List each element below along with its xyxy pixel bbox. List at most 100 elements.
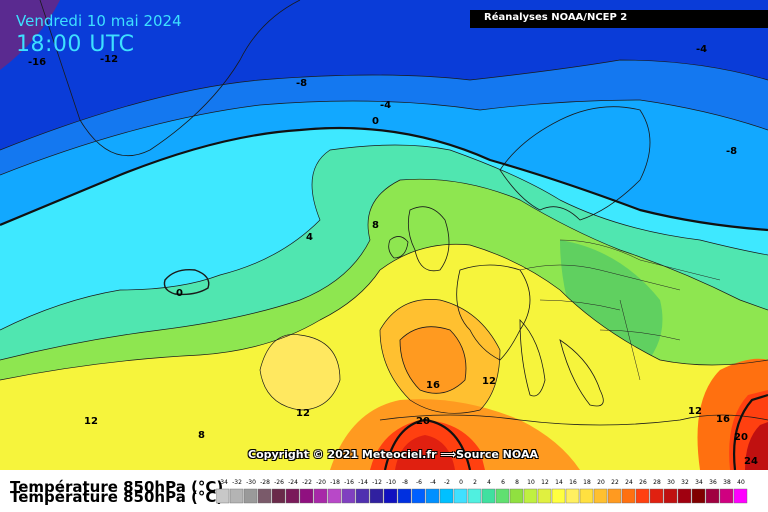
legend-swatch bbox=[551, 488, 566, 504]
legend-tick-label: -28 bbox=[260, 479, 270, 486]
contour-label: 20 bbox=[416, 416, 430, 427]
legend-tick-label: -4 bbox=[430, 479, 436, 486]
country-borders bbox=[519, 239, 721, 381]
legend-tick-label: -34 bbox=[218, 479, 228, 486]
legend-swatch bbox=[439, 488, 454, 504]
legend-tick-label: -26 bbox=[274, 479, 284, 486]
temperature-map: -16 -12 -8 -4 -4 -8 0 0 4 8 12 12 12 8 1… bbox=[0, 0, 768, 470]
iceland-coast bbox=[163, 269, 210, 296]
isotherm-four bbox=[0, 144, 768, 331]
legend-swatch bbox=[607, 488, 622, 504]
legend-swatch bbox=[621, 488, 636, 504]
legend-tick-label: 14 bbox=[555, 479, 563, 486]
copyright-notice: Copyright © 2021 Meteociel.fr ⟹Source NO… bbox=[248, 448, 538, 461]
contour-label: -4 bbox=[696, 44, 707, 55]
legend-swatch bbox=[649, 488, 664, 504]
legend-tick-label: -16 bbox=[344, 479, 354, 486]
contour-label: 20 bbox=[734, 432, 748, 443]
legend-swatch bbox=[216, 488, 230, 504]
legend-swatch bbox=[677, 488, 692, 504]
legend-swatch bbox=[579, 488, 594, 504]
legend-tick-label: 28 bbox=[653, 479, 661, 486]
legend-swatch bbox=[467, 488, 482, 504]
legend-tick-label: 36 bbox=[709, 479, 717, 486]
contour-label: -12 bbox=[100, 54, 118, 65]
legend-swatch bbox=[481, 488, 496, 504]
legend-swatch bbox=[509, 488, 524, 504]
legend-tick-label: 20 bbox=[597, 479, 605, 486]
legend-tick-label: -14 bbox=[358, 479, 368, 486]
legend-tick-label: -6 bbox=[416, 479, 422, 486]
contour-label: 8 bbox=[198, 430, 205, 441]
legend-swatch bbox=[593, 488, 608, 504]
legend-tick-label: -20 bbox=[316, 479, 326, 486]
legend-tick-label: 2 bbox=[473, 479, 477, 486]
isotherm-sixteen bbox=[379, 299, 501, 414]
isotherm-twenty-africa bbox=[383, 418, 472, 470]
legend-tick-label: 24 bbox=[625, 479, 633, 486]
legend-swatch bbox=[397, 488, 412, 504]
color-legend: Température 850hPa (°C) Température 850h… bbox=[0, 470, 768, 512]
legend-tick-label: 8 bbox=[515, 479, 519, 486]
legend-tick-label: -22 bbox=[302, 479, 312, 486]
legend-swatch bbox=[229, 488, 244, 504]
legend-tick-label: -30 bbox=[246, 479, 256, 486]
legend-tick-label: 38 bbox=[723, 479, 731, 486]
contour-label: 24 bbox=[744, 456, 758, 467]
legend-tick-label: -18 bbox=[330, 479, 340, 486]
source-label: Réanalyses NOAA/NCEP 2 bbox=[470, 10, 768, 28]
isotherm-minus8 bbox=[0, 59, 768, 151]
contour-label: -16 bbox=[28, 57, 46, 68]
legend-swatch bbox=[383, 488, 398, 504]
legend-swatch bbox=[369, 488, 384, 504]
forecast-date: Vendredi 10 mai 2024 bbox=[16, 12, 182, 30]
contour-label: 4 bbox=[306, 232, 313, 243]
contour-label: 16 bbox=[426, 380, 440, 391]
iberia-core bbox=[400, 326, 466, 394]
greenland-coast bbox=[39, 0, 301, 157]
legend-swatch bbox=[453, 488, 468, 504]
isotherm-twelve bbox=[0, 244, 768, 381]
legend-swatch bbox=[257, 488, 272, 504]
contour-label: -8 bbox=[726, 146, 737, 157]
legend-title: Température 850hPa (°C) bbox=[10, 478, 224, 496]
legend-tick-label: 30 bbox=[667, 479, 675, 486]
legend-tick-label: 4 bbox=[487, 479, 491, 486]
legend-swatch bbox=[341, 488, 356, 504]
legend-tick-label: -10 bbox=[386, 479, 396, 486]
legend-tick-label: -24 bbox=[288, 479, 298, 486]
legend-swatch bbox=[313, 488, 328, 504]
legend-tick-label: 0 bbox=[459, 479, 463, 486]
contour-label: 0 bbox=[176, 288, 183, 299]
legend-swatch bbox=[663, 488, 678, 504]
africa-core bbox=[395, 435, 455, 470]
forecast-time: 18:00 UTC bbox=[16, 32, 135, 57]
contour-label: 12 bbox=[482, 376, 496, 387]
legend-swatch bbox=[733, 488, 748, 504]
legend-swatch bbox=[425, 488, 440, 504]
legend-tick-label: -12 bbox=[372, 479, 382, 486]
legend-swatch bbox=[565, 488, 580, 504]
east-med-core bbox=[745, 422, 768, 470]
legend-swatch bbox=[495, 488, 510, 504]
legend-tick-label: 34 bbox=[695, 479, 703, 486]
legend-tick-label: 32 bbox=[681, 479, 689, 486]
legend-swatch bbox=[691, 488, 706, 504]
scandinavia-coast bbox=[499, 106, 651, 221]
legend-swatch bbox=[719, 488, 734, 504]
britain-coast bbox=[407, 206, 450, 272]
contour-label: 12 bbox=[688, 406, 702, 417]
legend-tick-label: -8 bbox=[402, 479, 408, 486]
ireland-coast bbox=[388, 236, 409, 259]
legend-swatch bbox=[523, 488, 538, 504]
europe-coast bbox=[379, 264, 768, 426]
legend-swatch bbox=[411, 488, 426, 504]
legend-tick-label: 40 bbox=[737, 479, 745, 486]
contour-label: 16 bbox=[716, 414, 730, 425]
legend-tick-label: 16 bbox=[569, 479, 577, 486]
contour-label: 8 bbox=[372, 220, 379, 231]
contour-label: 0 bbox=[372, 116, 379, 127]
legend-tick-label: -32 bbox=[232, 479, 242, 486]
legend-title-echo: Température 850hPa (°C) bbox=[10, 488, 224, 506]
legend-tick-label: 10 bbox=[527, 479, 535, 486]
